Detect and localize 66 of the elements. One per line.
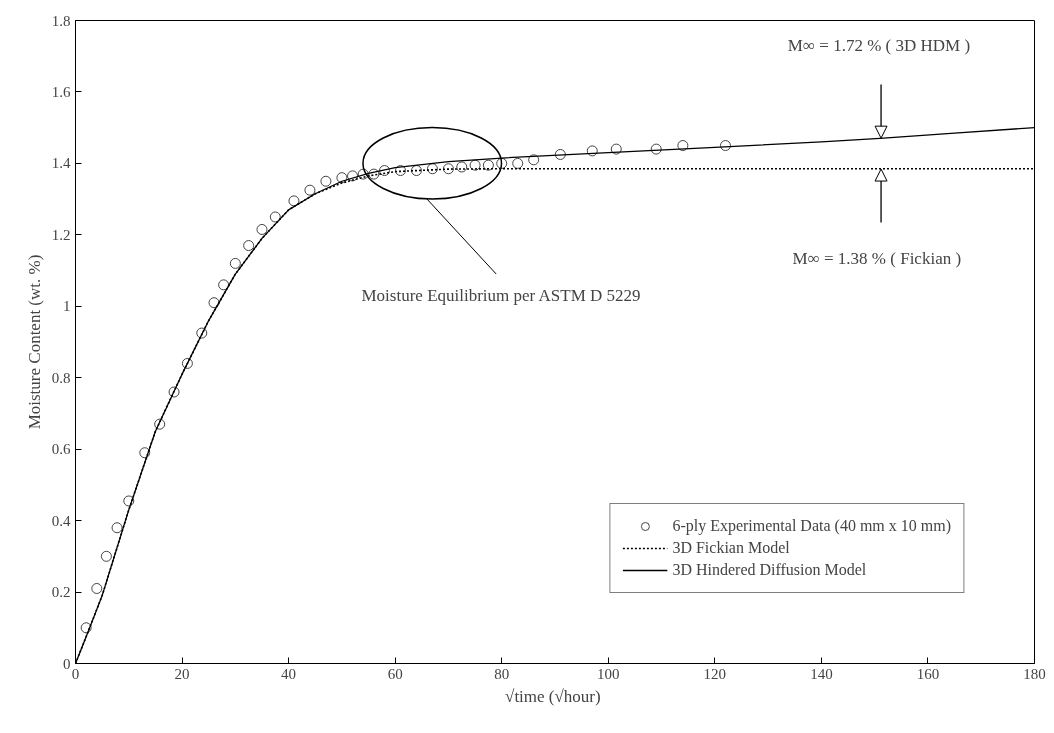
point	[368, 168, 380, 180]
point	[482, 159, 494, 171]
point	[379, 165, 391, 177]
y-tick-label: 0.6	[51, 441, 71, 458]
point	[269, 211, 281, 223]
point	[218, 279, 230, 291]
x-tick-label: 160	[916, 665, 940, 682]
x-tick-label: 80	[494, 665, 510, 682]
point	[229, 257, 241, 269]
annotation: Moisture Equilibrium per ASTM D 5229	[361, 285, 641, 305]
point	[100, 550, 112, 562]
point	[357, 168, 369, 180]
point	[288, 195, 300, 207]
x-tick-label: 20	[174, 665, 190, 682]
point	[528, 154, 540, 166]
legend-label: 6-ply Experimental Data (40 mm x 10 mm)	[672, 517, 951, 535]
point	[719, 140, 731, 152]
x-axis-title: √time (√hour)	[505, 686, 601, 706]
point	[243, 240, 255, 252]
y-tick-label: 1.6	[51, 83, 71, 100]
point	[91, 582, 103, 594]
point	[181, 357, 193, 369]
point	[168, 386, 180, 398]
point	[677, 140, 689, 152]
x-tick-label: 140	[810, 665, 833, 682]
point	[496, 157, 508, 169]
point	[196, 327, 208, 339]
point	[456, 161, 468, 173]
point	[512, 157, 524, 169]
point	[80, 622, 92, 634]
x-tick-label: 120	[703, 665, 727, 682]
point	[336, 172, 348, 184]
y-tick-label: 1.2	[51, 226, 71, 243]
y-tick-label: 0.4	[51, 512, 71, 529]
y-tick-label: 1.4	[51, 155, 71, 172]
point	[111, 522, 123, 534]
point	[586, 145, 598, 157]
y-tick-label: 0.2	[51, 584, 71, 601]
legend-label: 3D Hindered Diffusion Model	[672, 561, 867, 579]
y-tick-label: 1	[63, 298, 71, 315]
annotation: M∞ = 1.72 % ( 3D HDM )	[787, 35, 971, 55]
point	[256, 223, 268, 235]
point	[426, 163, 438, 175]
y-tick-label: 1.8	[51, 12, 71, 29]
point	[304, 184, 316, 196]
x-tick-label: 60	[387, 665, 403, 682]
y-axis-title: Moisture Content (wt. %)	[24, 254, 44, 430]
legend-label: 3D Fickian Model	[672, 539, 790, 557]
point	[650, 143, 662, 155]
x-tick-label: 180	[1023, 665, 1046, 682]
point	[469, 159, 481, 171]
x-tick-label: 100	[597, 665, 620, 682]
annotation: M∞ = 1.38 % ( Fickian )	[792, 248, 962, 268]
point	[394, 165, 406, 177]
x-tick-label: 40	[281, 665, 297, 682]
point	[320, 175, 332, 187]
point	[208, 297, 220, 309]
point	[139, 447, 151, 459]
point	[610, 143, 622, 155]
point	[410, 165, 422, 177]
point	[123, 495, 135, 507]
point	[347, 170, 359, 182]
point	[554, 148, 566, 160]
y-tick-label: 0.8	[51, 369, 71, 386]
point	[154, 418, 166, 430]
point	[442, 163, 454, 175]
